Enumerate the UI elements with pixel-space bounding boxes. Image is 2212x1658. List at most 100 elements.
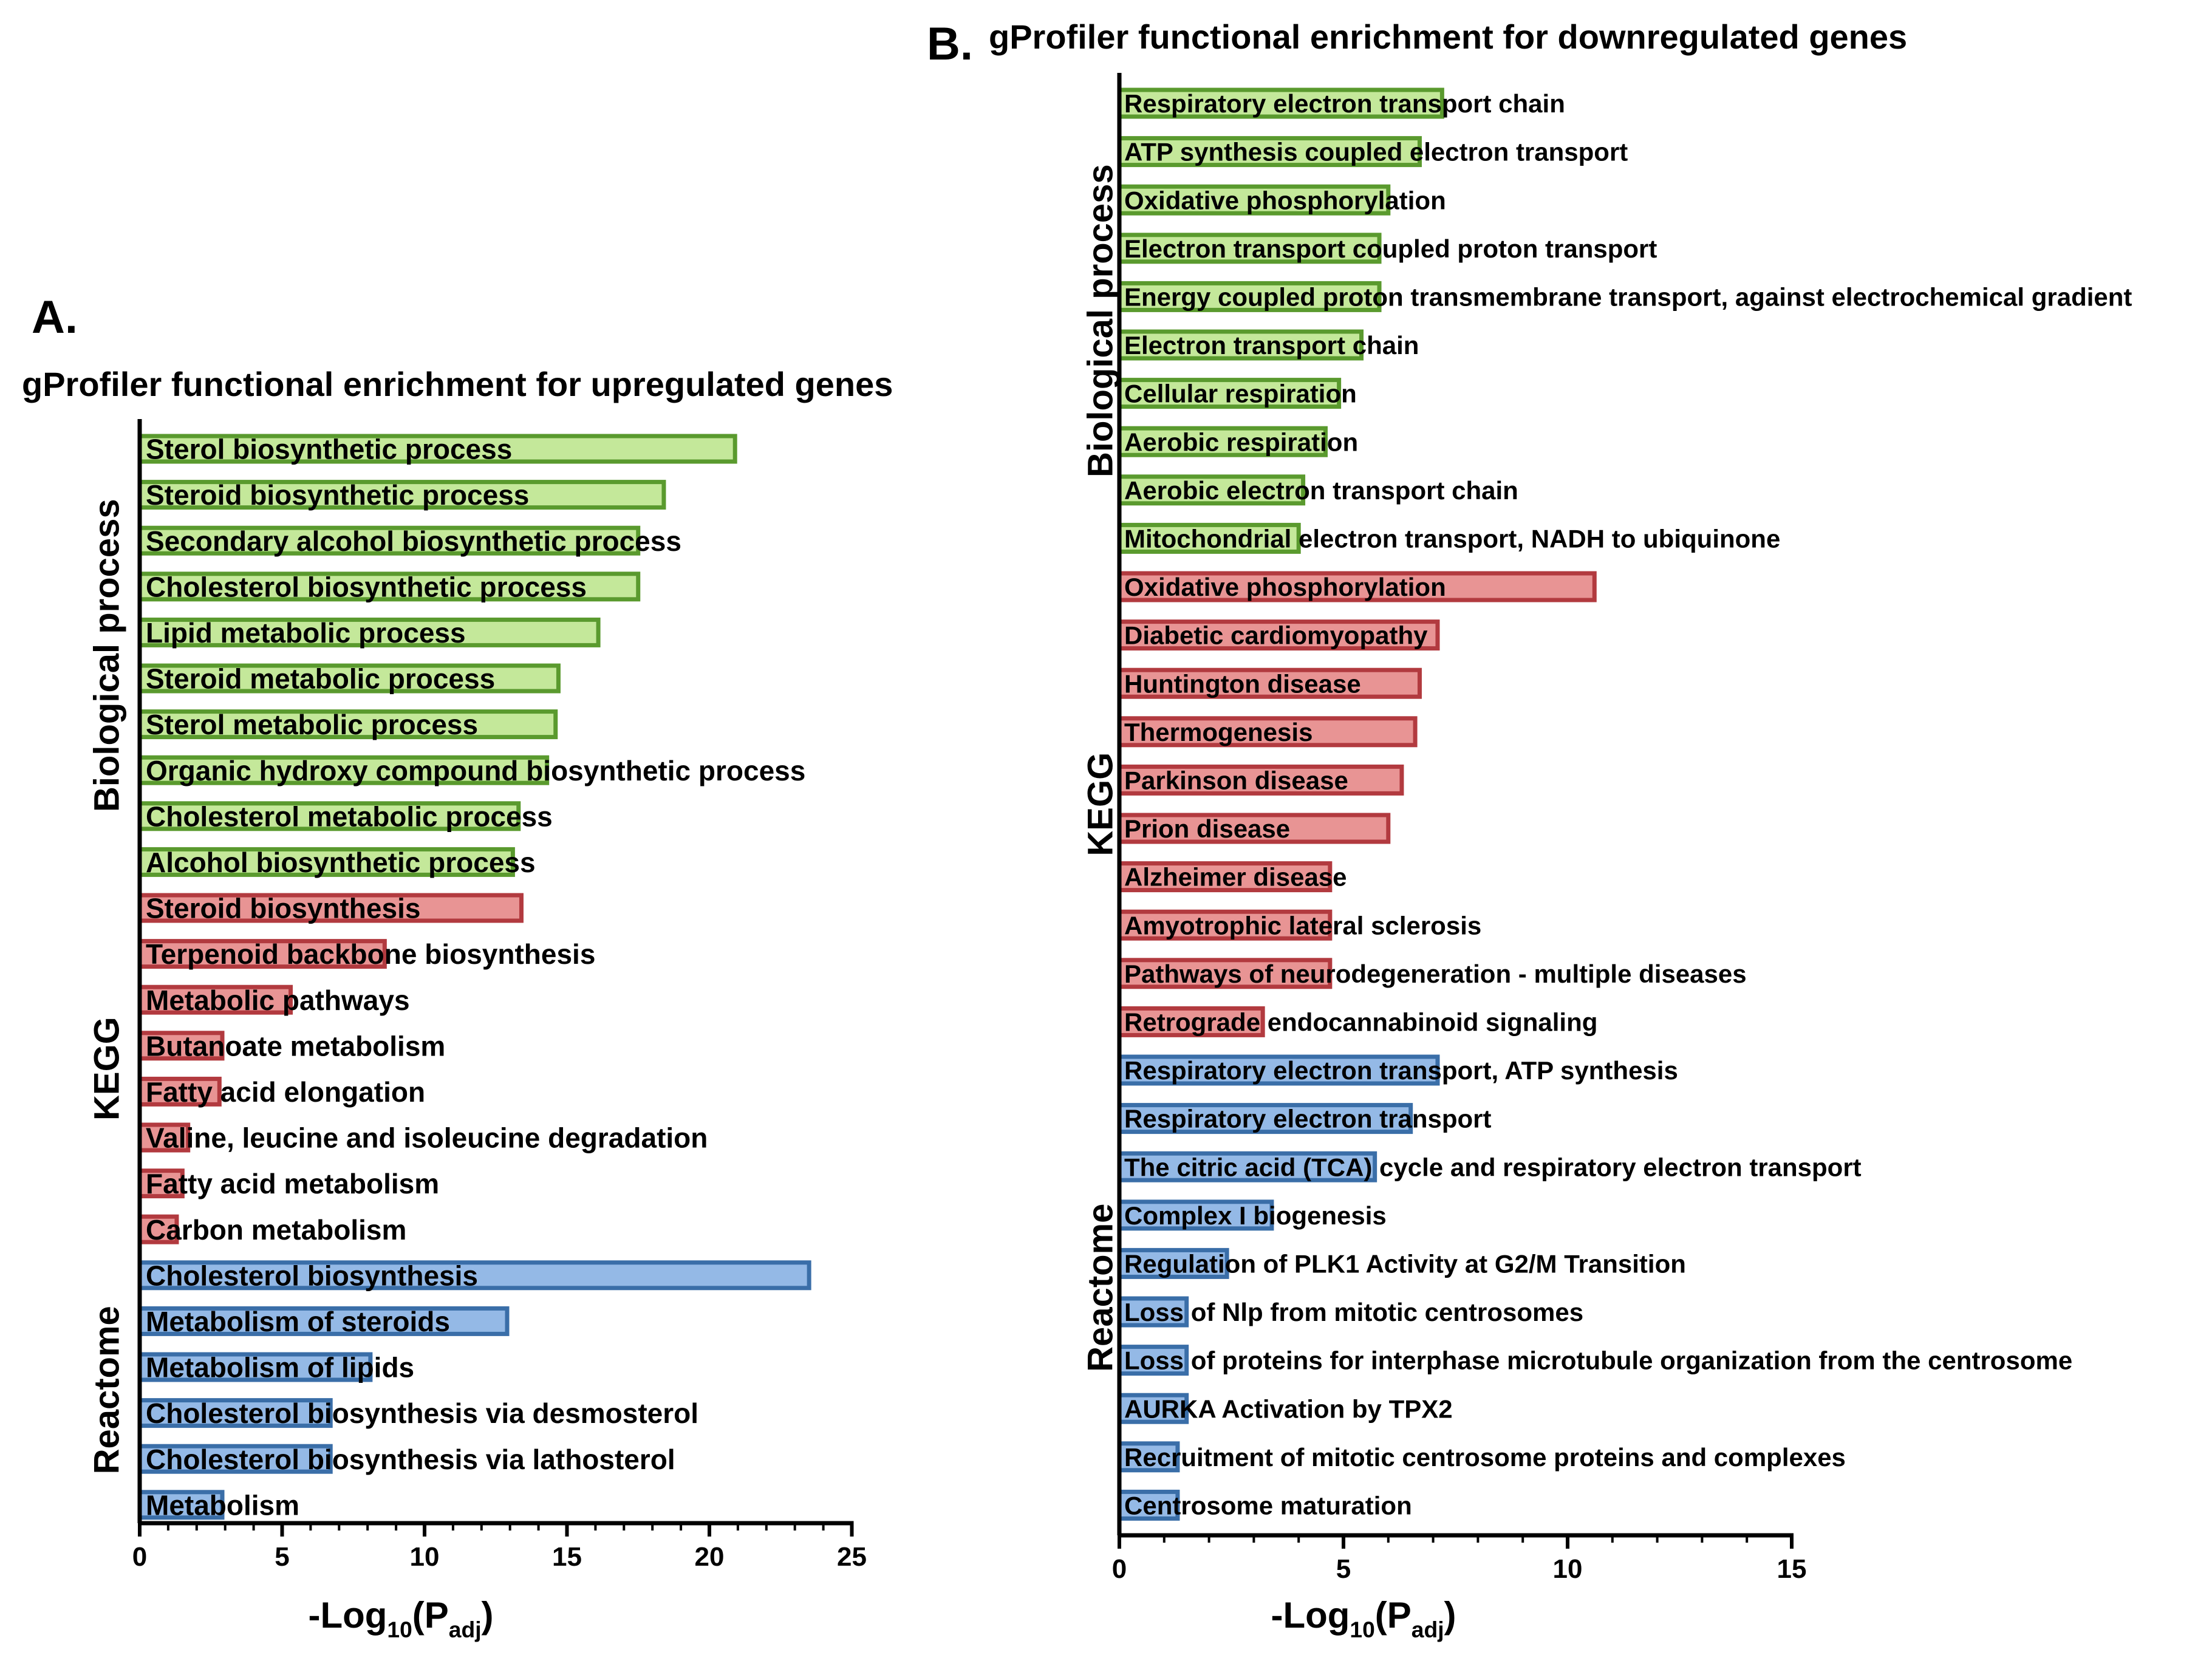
bar-a-biological-process-7 bbox=[137, 709, 558, 740]
bar-b-biological-process-4 bbox=[1117, 233, 1382, 264]
bar-label-b-biological-process-10: Mitochondrial electron transport, NADH t… bbox=[1124, 525, 1780, 553]
tick-label-a-20: 20 bbox=[695, 1542, 725, 1572]
tick-label-a-5: 5 bbox=[275, 1542, 289, 1572]
bar-label-b-kegg-9: Pathways of neurodegeneration - multiple… bbox=[1124, 960, 1747, 988]
bar-label-b-kegg-8: Amyotrophic lateral sclerosis bbox=[1124, 911, 1481, 940]
bar-b-reactome-9 bbox=[1117, 1441, 1180, 1473]
bar-label-a-kegg-2: Terpenoid backbone biosynthesis bbox=[146, 938, 595, 970]
bar-label-b-biological-process-8: Aerobic respiration bbox=[1124, 428, 1358, 456]
bar-label-b-reactome-9: Recruitment of mitotic centrosome protei… bbox=[1124, 1443, 1846, 1472]
x-axis-label-a: -Log10(Padj) bbox=[308, 1595, 493, 1642]
bar-label-a-biological-process-1: Sterol biosynthetic process bbox=[146, 434, 512, 465]
bar-label-a-kegg-1: Steroid biosynthesis bbox=[146, 893, 420, 924]
bar-label-a-kegg-7: Fatty acid metabolism bbox=[146, 1168, 439, 1199]
bar-label-b-biological-process-4: Electron transport coupled proton transp… bbox=[1124, 234, 1657, 263]
bar-label-a-reactome-1: Cholesterol biosynthesis bbox=[146, 1260, 478, 1291]
bar-a-reactome-4 bbox=[137, 1398, 333, 1428]
bar-label-b-reactome-5: Regulation of PLK1 Activity at G2/M Tran… bbox=[1124, 1250, 1686, 1278]
bar-label-b-biological-process-1: Respiratory electron transport chain bbox=[1124, 89, 1565, 118]
bar-label-b-biological-process-9: Aerobic electron transport chain bbox=[1124, 476, 1518, 505]
bar-label-b-kegg-7: Alzheimer disease bbox=[1124, 863, 1347, 892]
bar-b-biological-process-9 bbox=[1117, 474, 1306, 506]
panel-a-label: A. bbox=[32, 292, 78, 343]
bar-label-b-kegg-1: Oxidative phosphorylation bbox=[1124, 573, 1446, 601]
bar-b-reactome-1 bbox=[1117, 1054, 1440, 1086]
bar-label-b-biological-process-2: ATP synthesis coupled electron transport bbox=[1124, 138, 1628, 166]
bar-label-b-kegg-10: Retrograde endocannabinoid signaling bbox=[1124, 1008, 1597, 1037]
bar-label-b-kegg-4: Thermogenesis bbox=[1124, 718, 1313, 746]
tick-label-b-15: 15 bbox=[1777, 1554, 1807, 1584]
bar-label-a-reactome-6: Metabolism bbox=[146, 1489, 299, 1521]
group-label-b-reactome: Reactome bbox=[1080, 1204, 1120, 1372]
bar-label-b-reactome-4: Complex I biogenesis bbox=[1124, 1201, 1387, 1230]
bar-a-reactome-5 bbox=[137, 1444, 333, 1474]
bar-label-b-biological-process-3: Oxidative phosphorylation bbox=[1124, 186, 1446, 214]
tick-label-b-10: 10 bbox=[1553, 1554, 1583, 1584]
bar-a-kegg-2 bbox=[137, 939, 387, 969]
tick-label-a-0: 0 bbox=[132, 1542, 147, 1572]
bar-label-a-kegg-8: Carbon metabolism bbox=[146, 1214, 406, 1246]
bar-label-a-biological-process-9: Cholesterol metabolic process bbox=[146, 800, 553, 832]
bar-label-b-kegg-2: Diabetic cardiomyopathy bbox=[1124, 621, 1428, 650]
group-label-a-reactome: Reactome bbox=[87, 1306, 126, 1474]
tick-label-a-25: 25 bbox=[837, 1542, 867, 1572]
bar-label-a-kegg-6: Valine, leucine and isoleucine degradati… bbox=[146, 1122, 708, 1154]
tick-label-a-15: 15 bbox=[552, 1542, 582, 1572]
bar-b-reactome-5 bbox=[1117, 1247, 1229, 1279]
bar-label-b-reactome-10: Centrosome maturation bbox=[1124, 1492, 1412, 1520]
bar-label-a-reactome-5: Cholesterol biosynthesis via lathosterol bbox=[146, 1444, 675, 1475]
group-label-b-kegg: KEGG bbox=[1080, 752, 1120, 856]
bar-a-biological-process-5 bbox=[137, 617, 601, 647]
bar-b-kegg-7 bbox=[1117, 861, 1333, 893]
bar-label-b-kegg-3: Huntington disease bbox=[1124, 669, 1361, 698]
panel-b-downregulated-chart: B. gProfiler functional enrichment for d… bbox=[927, 18, 2132, 1642]
bar-label-a-biological-process-5: Lipid metabolic process bbox=[146, 617, 466, 649]
bar-a-biological-process-3 bbox=[137, 525, 641, 556]
bar-label-a-reactome-3: Metabolism of lipids bbox=[146, 1352, 414, 1383]
bar-b-biological-process-8 bbox=[1117, 426, 1328, 457]
bar-b-kegg-3 bbox=[1117, 667, 1422, 699]
group-label-a-biological-process: Biological process bbox=[87, 499, 126, 812]
group-label-a-kegg: KEGG bbox=[87, 1017, 126, 1121]
panel-a-title: gProfiler functional enrichment for upre… bbox=[22, 365, 893, 403]
bar-label-a-biological-process-7: Sterol metabolic process bbox=[146, 709, 478, 740]
bar-label-a-biological-process-3: Secondary alcohol biosynthetic process bbox=[146, 525, 681, 557]
panel-b-title: gProfiler functional enrichment for down… bbox=[989, 18, 1907, 56]
bar-b-kegg-2 bbox=[1117, 619, 1440, 651]
bar-label-a-biological-process-2: Steroid biosynthetic process bbox=[146, 479, 529, 511]
bar-label-b-reactome-6: Loss of Nlp from mitotic centrosomes bbox=[1124, 1298, 1583, 1326]
bar-label-a-biological-process-4: Cholesterol biosynthetic process bbox=[146, 571, 587, 602]
bar-b-biological-process-7 bbox=[1117, 378, 1342, 409]
bar-label-a-biological-process-8: Organic hydroxy compound biosynthetic pr… bbox=[146, 755, 805, 786]
bar-label-a-reactome-2: Metabolism of steroids bbox=[146, 1306, 450, 1337]
tick-label-b-0: 0 bbox=[1112, 1554, 1127, 1584]
bar-b-biological-process-6 bbox=[1117, 329, 1364, 361]
bar-label-b-biological-process-5: Energy coupled proton transmembrane tran… bbox=[1124, 283, 2132, 312]
bar-label-a-kegg-3: Metabolic pathways bbox=[146, 984, 410, 1016]
bar-a-reactome-2 bbox=[137, 1306, 510, 1336]
bar-a-kegg-1 bbox=[137, 893, 524, 923]
panel-b-label: B. bbox=[927, 18, 973, 70]
bar-a-biological-process-2 bbox=[137, 480, 666, 510]
bar-label-b-reactome-7: Loss of proteins for interphase microtub… bbox=[1124, 1346, 2072, 1375]
bar-label-a-biological-process-6: Steroid metabolic process bbox=[146, 663, 495, 695]
tick-label-a-10: 10 bbox=[410, 1542, 440, 1572]
bar-b-reactome-3 bbox=[1117, 1151, 1377, 1182]
group-label-b-biological-process: Biological process bbox=[1080, 164, 1120, 477]
bar-label-b-biological-process-6: Electron transport chain bbox=[1124, 331, 1419, 360]
bar-label-b-biological-process-7: Cellular respiration bbox=[1124, 380, 1357, 408]
bar-label-a-biological-process-10: Alcohol biosynthetic process bbox=[146, 847, 536, 878]
panel-a-upregulated-chart: A. gProfiler functional enrichment for u… bbox=[22, 292, 893, 1642]
bar-b-biological-process-2 bbox=[1117, 136, 1422, 168]
bar-label-b-kegg-5: Parkinson disease bbox=[1124, 766, 1348, 795]
bar-label-b-reactome-3: The citric acid (TCA) cycle and respirat… bbox=[1124, 1153, 1862, 1181]
bar-b-reactome-8 bbox=[1117, 1393, 1189, 1424]
bar-label-b-kegg-6: Prion disease bbox=[1124, 814, 1290, 843]
bar-b-reactome-2 bbox=[1117, 1103, 1413, 1134]
bar-a-kegg-3 bbox=[137, 984, 293, 1015]
bar-label-a-kegg-5: Fatty acid elongation bbox=[146, 1076, 425, 1108]
x-axis-label-b: -Log10(Padj) bbox=[1271, 1595, 1456, 1642]
bar-label-a-reactome-4: Cholesterol biosynthesis via desmosterol bbox=[146, 1397, 698, 1429]
bar-b-biological-process-3 bbox=[1117, 184, 1391, 216]
